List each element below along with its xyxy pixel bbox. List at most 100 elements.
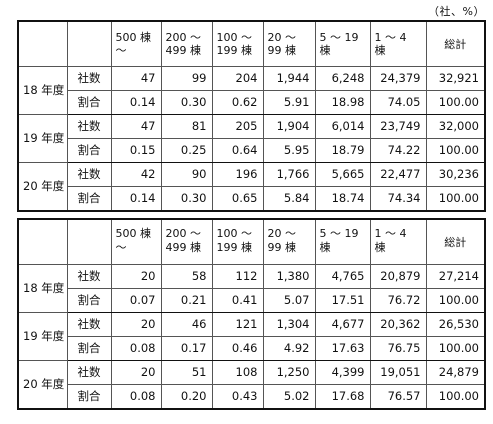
total-header: 総計	[425, 218, 486, 265]
column-header: 20 ～ 99 棟	[262, 20, 316, 67]
count-cell: 121	[211, 312, 264, 337]
count-cell: 204	[211, 66, 264, 91]
ratio-cell: 0.08	[110, 384, 162, 410]
column-header-line: 200 ～	[165, 31, 202, 44]
ratio-cell: 17.68	[314, 384, 371, 410]
year-cell: 18 年度	[17, 264, 68, 313]
ratio-cell: 100.00	[425, 288, 486, 313]
table-row: 割合 0.08 0.20 0.43 5.02 17.68 76.57 100.00	[18, 384, 486, 410]
count-cell: 24,379	[369, 66, 427, 91]
count-cell: 27,214	[425, 264, 486, 289]
ratio-cell: 74.34	[369, 186, 427, 212]
column-header-line: 棟	[374, 240, 386, 254]
metric-label: 社数	[66, 360, 112, 385]
column-header-line: 199 棟	[216, 240, 253, 254]
metric-label: 割合	[66, 336, 112, 361]
ratio-cell: 4.92	[262, 336, 316, 361]
ratio-cell: 0.17	[160, 336, 213, 361]
count-cell: 205	[211, 114, 264, 139]
column-header: 200 ～ 499 棟	[160, 20, 213, 67]
column-header-line: 499 棟	[165, 240, 202, 254]
metric-label: 社数	[66, 312, 112, 337]
column-header-line: 5 ～ 19	[319, 226, 359, 240]
column-header-line: 99 棟	[267, 44, 297, 57]
ratio-cell: 100.00	[425, 138, 486, 163]
column-header: 500 棟～	[110, 20, 162, 67]
ratio-cell: 100.00	[425, 186, 486, 212]
count-cell: 99	[160, 66, 213, 91]
table-row: 割合 0.14 0.30 0.65 5.84 18.74 74.34 100.00	[18, 186, 486, 212]
column-header-line: 1 ～ 4	[374, 226, 407, 240]
column-header-line: ～	[115, 44, 127, 57]
metric-label: 社数	[66, 66, 112, 91]
metric-label: 割合	[66, 186, 112, 212]
ratio-cell: 0.30	[160, 90, 213, 115]
count-cell: 1,766	[262, 162, 316, 187]
table-row: 18 年度 社数 20 58 112 1,380 4,765 20,879 27,214	[17, 264, 486, 313]
metric-label: 社数	[66, 264, 112, 289]
column-header-line: 20 ～	[267, 226, 297, 240]
table-row: 20 年度 社数 42 90 196 1,766 5,665 22,477 30,236	[17, 162, 486, 212]
year-cell: 20 年度	[17, 162, 68, 212]
count-cell: 47	[110, 66, 162, 91]
metric-label: 割合	[66, 384, 112, 410]
column-header: 200 ～ 499 棟	[160, 218, 213, 265]
year-cell: 19 年度	[17, 312, 68, 361]
count-cell: 42	[110, 162, 162, 187]
unit-label: （社、%）	[428, 5, 485, 18]
column-header: 500 棟～	[110, 218, 162, 265]
count-cell: 20,362	[369, 312, 427, 337]
table-row: 割合 0.08 0.17 0.46 4.92 17.63 76.75 100.00	[18, 336, 486, 361]
count-cell: 20	[110, 360, 162, 385]
ratio-cell: 17.51	[314, 288, 371, 313]
count-cell: 6,248	[314, 66, 371, 91]
count-cell: 20	[110, 264, 162, 289]
count-cell: 32,921	[425, 66, 486, 91]
column-header-line: 棟	[374, 44, 386, 57]
column-header-line: 500 棟	[115, 226, 152, 240]
ratio-cell: 0.46	[211, 336, 264, 361]
metric-label: 社数	[66, 114, 112, 139]
table-row: 19 年度 社数 47 81 205 1,904 6,014 23,749 32,000	[17, 114, 486, 163]
count-cell: 19,051	[369, 360, 427, 385]
year-cell: 18 年度	[17, 66, 68, 115]
table-row: 19 年度 社数 20 46 121 1,304 4,677 20,362 26,530	[17, 312, 486, 361]
corner-cell	[66, 20, 112, 67]
count-cell: 4,677	[314, 312, 371, 337]
count-cell: 20	[110, 312, 162, 337]
table-row: 18 年度 社数 47 99 204 1,944 6,248 24,379 32,921	[17, 66, 486, 115]
ratio-cell: 18.98	[314, 90, 371, 115]
column-header-line: 20 ～	[267, 31, 297, 44]
ratio-cell: 76.75	[369, 336, 427, 361]
ratio-cell: 100.00	[425, 90, 486, 115]
column-header-line: ～	[115, 240, 127, 254]
ratio-cell: 5.91	[262, 90, 316, 115]
count-cell: 51	[160, 360, 213, 385]
table-row: 20 年度 社数 20 51 108 1,250 4,399 19,051 24,879	[17, 360, 486, 410]
corner-cell	[66, 218, 112, 265]
count-cell: 4,399	[314, 360, 371, 385]
ratio-cell: 0.64	[211, 138, 264, 163]
ratio-cell: 17.63	[314, 336, 371, 361]
metric-label: 割合	[66, 288, 112, 313]
column-header-line: 100 ～	[216, 226, 253, 240]
table-row: 割合 0.15 0.25 0.64 5.95 18.79 74.22 100.00	[18, 138, 486, 163]
column-header-line: 500 棟	[115, 31, 152, 44]
ratio-cell: 0.65	[211, 186, 264, 212]
count-cell: 58	[160, 264, 213, 289]
ratio-cell: 5.84	[262, 186, 316, 212]
year-cell: 19 年度	[17, 114, 68, 163]
ratio-cell: 100.00	[425, 336, 486, 361]
count-cell: 26,530	[425, 312, 486, 337]
count-cell: 1,304	[262, 312, 316, 337]
ratio-cell: 0.14	[110, 90, 162, 115]
column-header: 100 ～ 199 棟	[211, 20, 264, 67]
column-header-line: 棟	[319, 240, 331, 254]
column-header-line: 99 棟	[267, 240, 297, 254]
ratio-cell: 0.25	[160, 138, 213, 163]
count-cell: 5,665	[314, 162, 371, 187]
ratio-cell: 5.02	[262, 384, 316, 410]
count-cell: 24,879	[425, 360, 486, 385]
